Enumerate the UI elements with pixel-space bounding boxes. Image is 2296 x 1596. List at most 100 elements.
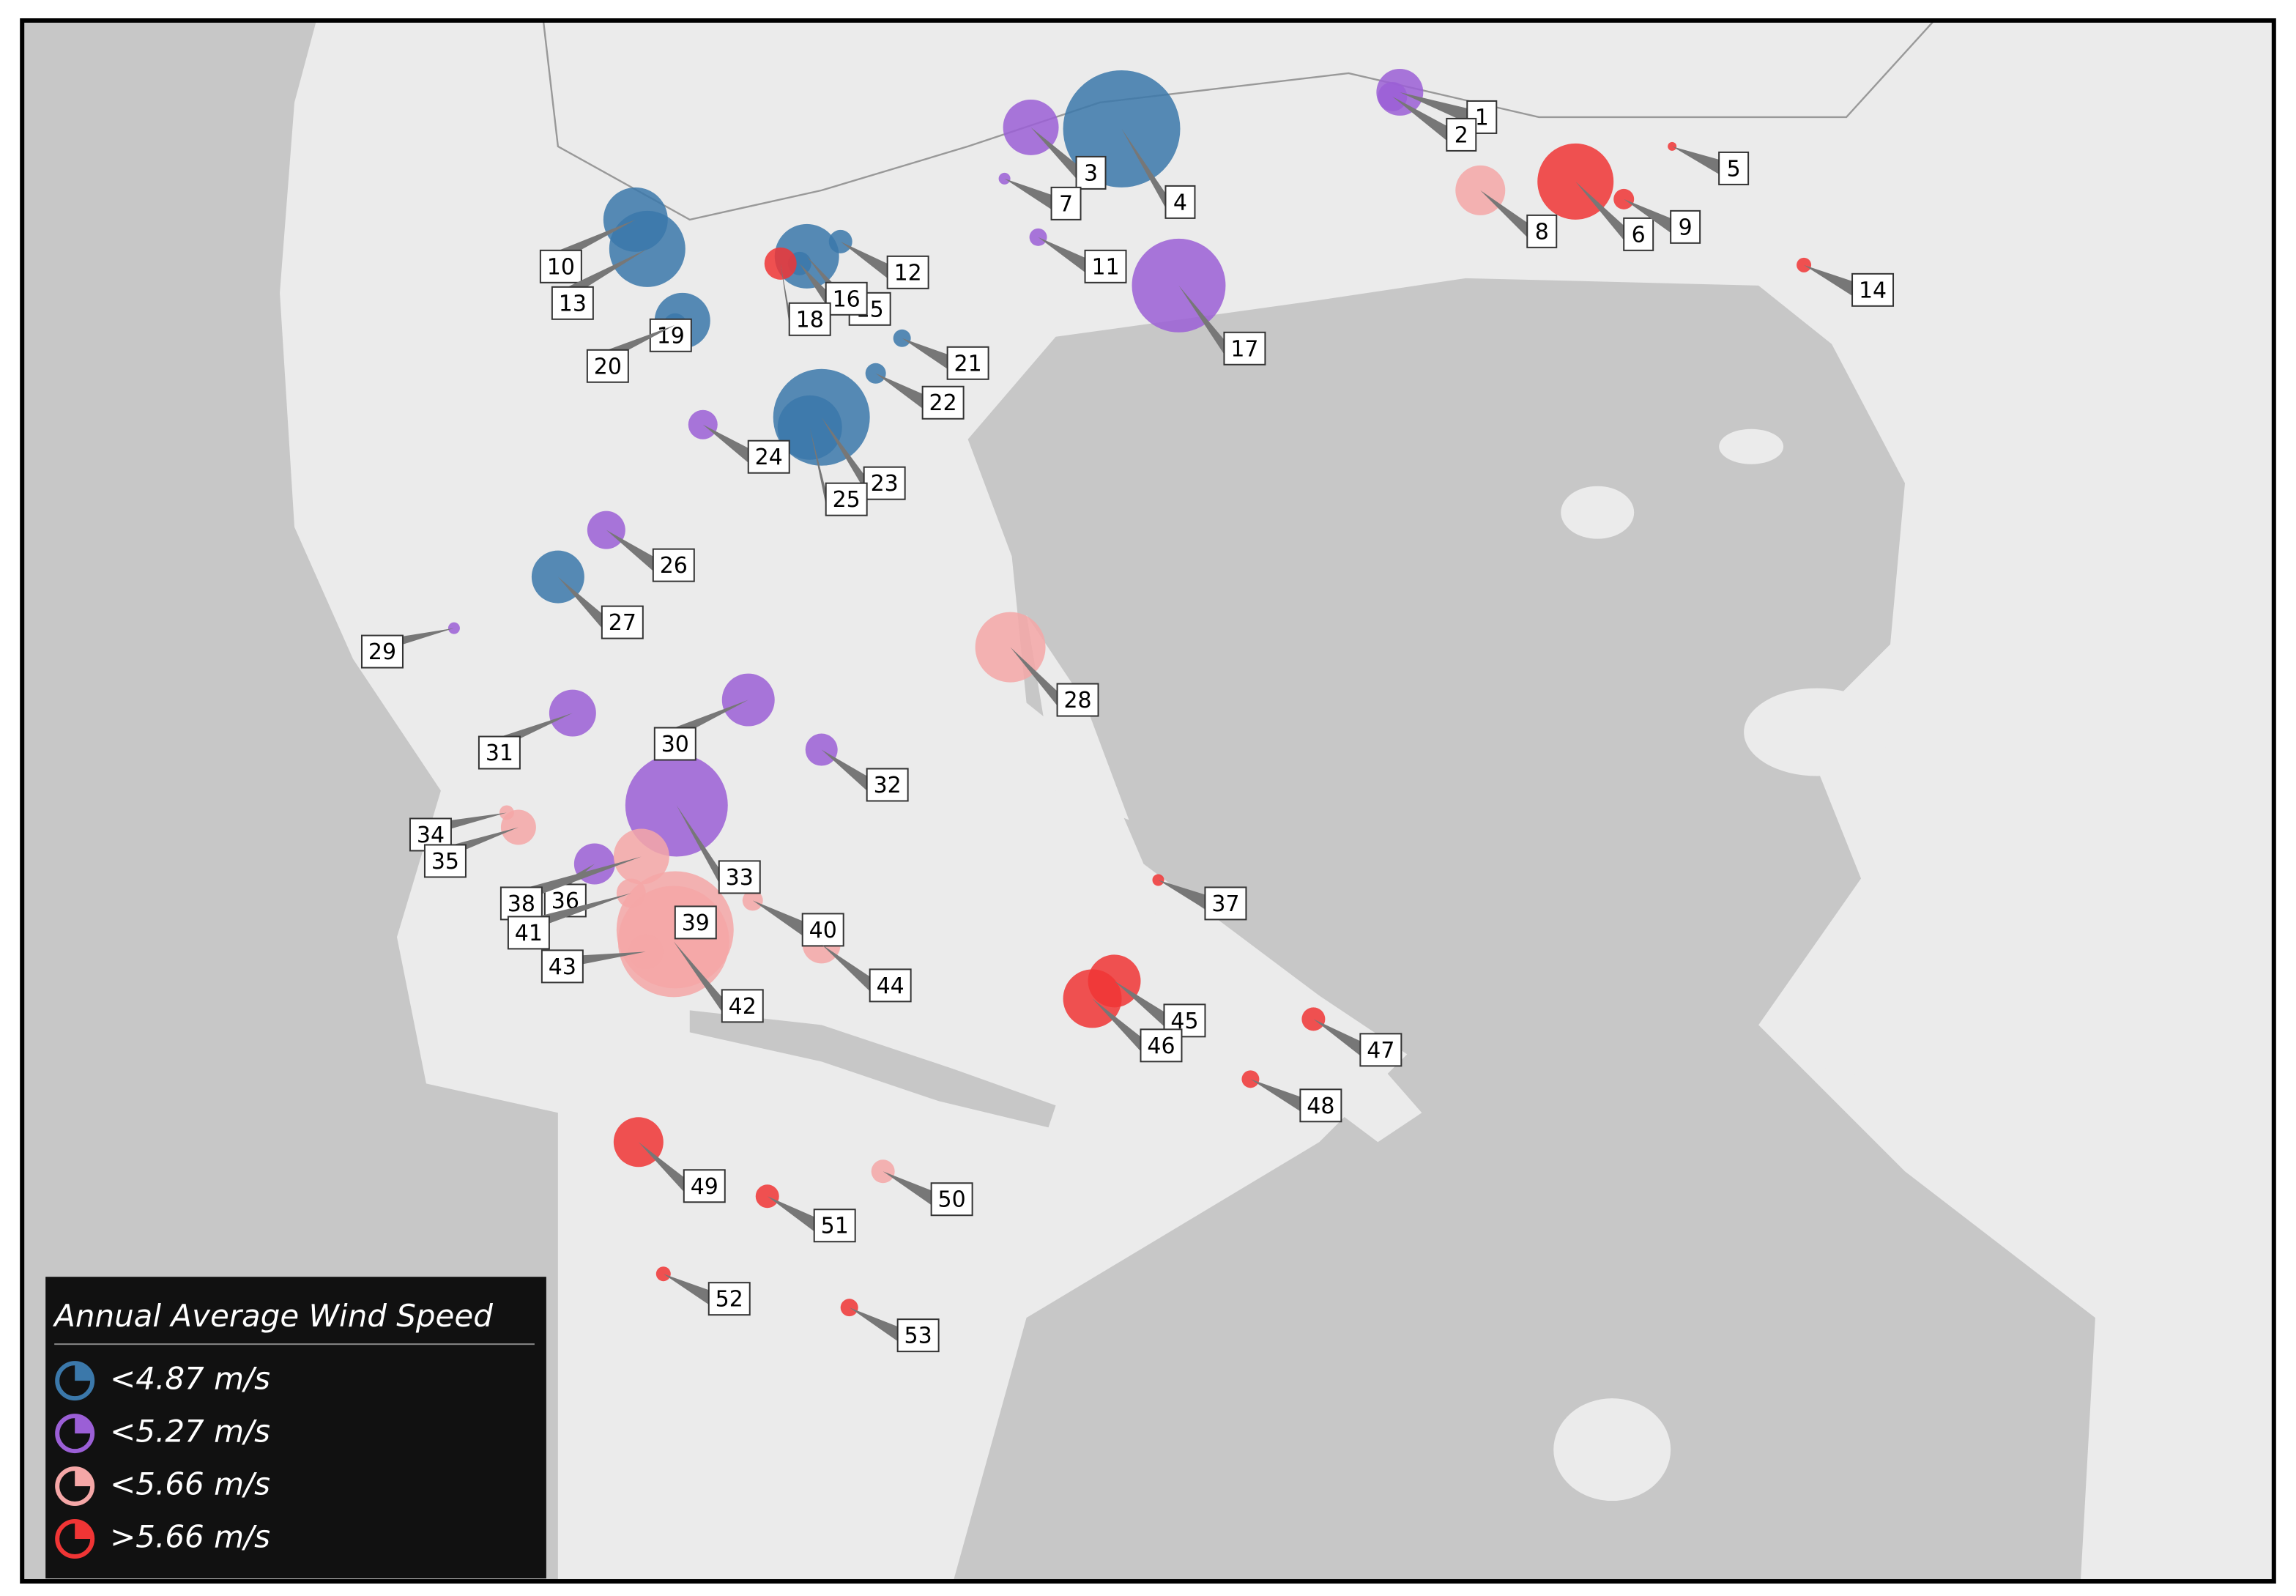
station-label: 51 xyxy=(821,1214,849,1239)
station-label: 14 xyxy=(1859,278,1887,303)
station-label: 43 xyxy=(549,954,576,980)
station-label: 23 xyxy=(871,471,899,497)
station-label: 19 xyxy=(657,323,685,349)
station-label: 16 xyxy=(833,286,861,312)
island xyxy=(1744,688,1891,776)
label-box xyxy=(1851,272,1895,307)
pointer xyxy=(767,1196,814,1232)
pointer xyxy=(673,941,722,1012)
label-box xyxy=(360,634,404,669)
label-box xyxy=(683,1169,726,1203)
label-box xyxy=(718,860,761,894)
pointer xyxy=(1313,1019,1361,1056)
station-label: 5 xyxy=(1727,156,1741,182)
station-label: 46 xyxy=(1147,1033,1175,1059)
station-label: 8 xyxy=(1535,219,1549,245)
station-label: 13 xyxy=(559,291,587,316)
pointer xyxy=(702,424,748,463)
label-box xyxy=(586,349,629,383)
label-box xyxy=(540,949,584,984)
label-box xyxy=(1718,151,1750,185)
station-marker xyxy=(1613,188,1635,209)
station-label: 3 xyxy=(1084,160,1098,186)
pointer xyxy=(752,900,803,936)
label-box xyxy=(896,1318,940,1353)
label-box xyxy=(539,249,582,283)
station-label: 7 xyxy=(1059,191,1073,217)
label-box xyxy=(1670,209,1701,244)
label-box xyxy=(649,318,692,352)
station-label: 11 xyxy=(1091,254,1119,280)
station-label: 6 xyxy=(1632,222,1646,248)
pointer xyxy=(821,944,870,992)
island xyxy=(1114,908,1422,1143)
pointer xyxy=(638,1142,684,1192)
label-box xyxy=(866,768,909,802)
station-label: 26 xyxy=(660,553,688,579)
station-label: 34 xyxy=(417,823,445,848)
station-marker xyxy=(613,828,669,885)
island xyxy=(1553,1398,1671,1502)
label-box xyxy=(801,913,844,947)
label-box xyxy=(1204,886,1247,921)
station-label: 38 xyxy=(508,891,535,917)
label-box xyxy=(721,989,764,1023)
label-box xyxy=(1164,185,1196,219)
label-box xyxy=(499,886,543,921)
label-box xyxy=(551,286,594,320)
label-box xyxy=(478,735,521,770)
station-marker xyxy=(764,247,797,280)
station-label: 9 xyxy=(1679,215,1693,240)
label-box xyxy=(1140,1028,1183,1063)
station-label: 32 xyxy=(874,773,902,798)
label-box xyxy=(1299,1088,1342,1123)
legend-label: <4.87 m/s xyxy=(110,1361,270,1397)
label-box xyxy=(1075,155,1107,190)
label-box xyxy=(921,385,965,420)
station-label: 24 xyxy=(755,445,783,470)
station-label: 49 xyxy=(691,1174,718,1200)
label-box xyxy=(863,466,906,500)
gulf xyxy=(689,1010,1056,1128)
label-box xyxy=(1623,217,1654,251)
station-label: 37 xyxy=(1211,891,1239,917)
island xyxy=(1719,428,1784,464)
legend-label: >5.66 m/s xyxy=(110,1519,270,1555)
legend-icon-wedge xyxy=(75,1521,93,1540)
station-label: 52 xyxy=(716,1287,743,1313)
station-label: 22 xyxy=(929,390,957,416)
peninsula xyxy=(1026,615,1129,820)
island xyxy=(1561,486,1635,539)
station-marker xyxy=(549,689,596,737)
legend-icon-wedge xyxy=(75,1416,93,1434)
pointer xyxy=(676,805,719,883)
station-label: 35 xyxy=(431,849,459,875)
pointer xyxy=(1038,237,1085,272)
label-box xyxy=(1056,683,1099,717)
station-label: 18 xyxy=(796,307,824,333)
station-label: 20 xyxy=(594,354,622,379)
station-marker xyxy=(500,809,536,845)
station-marker xyxy=(721,673,775,727)
station-label: 30 xyxy=(661,732,689,757)
pointer xyxy=(1158,880,1205,910)
label-box xyxy=(674,905,717,940)
label-box xyxy=(946,346,989,380)
station-label: 2 xyxy=(1454,122,1468,148)
station-marker xyxy=(1797,257,1812,272)
station-label: 29 xyxy=(368,639,396,665)
station-label: 4 xyxy=(1173,190,1187,215)
pointer xyxy=(902,338,948,369)
station-marker xyxy=(998,172,1011,185)
legend-box xyxy=(45,1277,546,1579)
station-label: 10 xyxy=(547,254,575,280)
pointer xyxy=(1010,647,1058,706)
station-marker xyxy=(688,409,718,439)
station-label: 25 xyxy=(833,487,861,513)
label-box xyxy=(747,439,790,474)
station-label: 28 xyxy=(1063,688,1091,713)
station-label: 50 xyxy=(938,1187,966,1213)
station-label: 12 xyxy=(894,260,922,286)
station-label: 1 xyxy=(1475,105,1489,130)
station-label: 40 xyxy=(809,918,837,943)
